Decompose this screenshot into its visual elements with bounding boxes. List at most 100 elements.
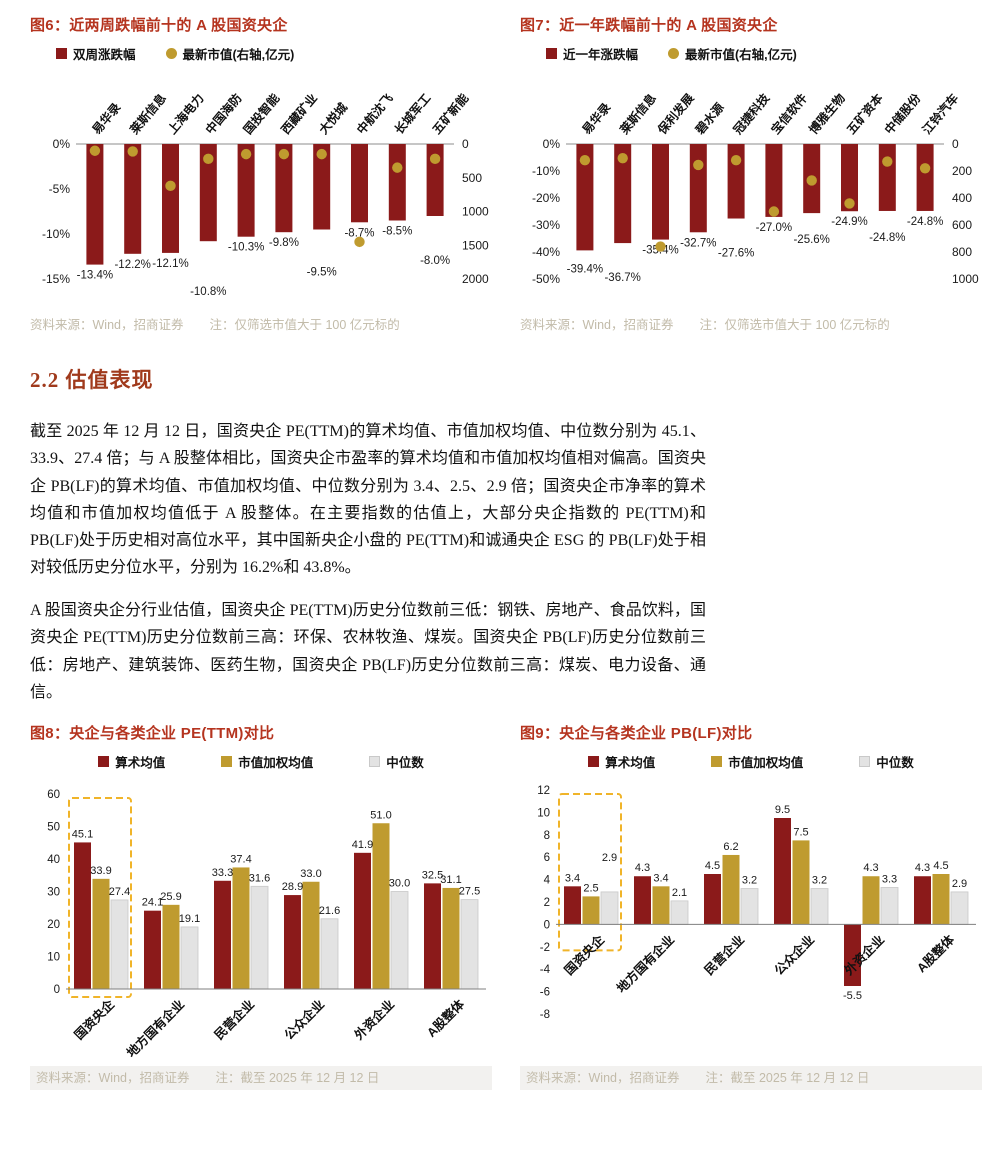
- svg-text:民营企业: 民营企业: [701, 932, 747, 978]
- svg-text:3.4: 3.4: [565, 872, 580, 884]
- svg-text:-10%: -10%: [42, 227, 70, 241]
- svg-text:41.9: 41.9: [352, 839, 373, 851]
- svg-text:10: 10: [537, 807, 550, 819]
- svg-text:-24.9%: -24.9%: [831, 216, 867, 228]
- svg-text:3.4: 3.4: [653, 872, 668, 884]
- svg-text:地方国有企业: 地方国有企业: [123, 996, 187, 1060]
- svg-text:易华录: 易华录: [579, 100, 614, 137]
- svg-text:60: 60: [47, 789, 60, 801]
- legend-label: 中位数: [876, 755, 914, 770]
- svg-text:19.1: 19.1: [179, 913, 200, 925]
- bars: [74, 823, 479, 990]
- figure-7-bar-chart: 0% -10% -20% -30% -40% -50% 0 200 400 600 800 1000 -…: [532, 90, 979, 286]
- svg-text:32.5: 32.5: [422, 869, 443, 881]
- bar-value-labels: -39.4%-36.7%-35.4%-32.7%-27.6%-27.0%-25.…: [567, 216, 944, 284]
- svg-text:27.4: 27.4: [109, 886, 130, 898]
- legend-item: 中位数: [859, 752, 914, 771]
- svg-text:长城军工: 长城军工: [391, 91, 433, 137]
- svg-text:-24.8%: -24.8%: [907, 216, 943, 228]
- dot-series-marker: [668, 47, 680, 59]
- svg-text:-10.3%: -10.3%: [228, 242, 264, 254]
- svg-text:31.6: 31.6: [249, 872, 270, 884]
- svg-text:6: 6: [544, 852, 550, 864]
- axis-tick-labels: 0% -5% -10% -15% 0 500 1000 1500 2000: [42, 137, 489, 286]
- legend-item: 市值加权均值: [711, 752, 803, 771]
- svg-text:A股整体: A股整体: [914, 932, 958, 976]
- svg-text:0: 0: [952, 137, 959, 151]
- legend-label: 市值加权均值: [238, 755, 314, 770]
- svg-text:7.5: 7.5: [793, 826, 808, 838]
- figure-6-bar-chart: 0% -5% -10% -15% 0 500 1000 1500 2000 -13.4%-12.2…: [42, 91, 489, 299]
- svg-text:-9.5%: -9.5%: [307, 267, 337, 279]
- svg-text:A股整体: A股整体: [424, 996, 468, 1040]
- svg-text:30.0: 30.0: [389, 878, 410, 890]
- svg-text:-8.7%: -8.7%: [344, 227, 374, 239]
- svg-text:江铃汽车: 江铃汽车: [919, 91, 961, 137]
- svg-text:4.3: 4.3: [863, 862, 878, 874]
- svg-text:4.5: 4.5: [705, 860, 720, 872]
- figure-6-source: 资料来源：Wind，招商证券 注：仅筛选市值大于 100 亿元标的: [30, 316, 478, 334]
- highlight-box: [558, 793, 622, 952]
- svg-text:-9.8%: -9.8%: [269, 237, 299, 249]
- svg-text:0: 0: [544, 919, 550, 931]
- svg-text:公众企业: 公众企业: [771, 932, 817, 978]
- svg-text:-8.5%: -8.5%: [382, 226, 412, 238]
- svg-text:24.1: 24.1: [142, 897, 163, 909]
- svg-text:31.1: 31.1: [440, 874, 461, 886]
- y-axis-labels: -8 -6 -4 -2 0 2 4 6 8 10 12: [537, 785, 550, 1021]
- source-note: 注：截至 2025 年 12 月 12 日: [705, 1071, 870, 1085]
- source-note: 注：仅筛选市值大于 100 亿元标的: [209, 318, 400, 332]
- svg-text:25.9: 25.9: [160, 891, 181, 903]
- legend-item: 近一年涨跌幅: [546, 44, 638, 63]
- bar-series-marker: [56, 47, 67, 59]
- svg-text:-15%: -15%: [42, 272, 70, 286]
- legend-label: 市值加权均值: [728, 755, 804, 770]
- svg-text:国投智能: 国投智能: [240, 91, 282, 137]
- svg-text:公众企业: 公众企业: [281, 996, 327, 1042]
- bar-value-labels: -13.4%-12.2% -12.1% -10.8% -10.3% -9.8% -9.5%…: [77, 226, 450, 299]
- paragraph-valuation-summary: 截至 2025 年 12 月 12 日，国资央企 PE(TTM)的算术均值、市值…: [30, 423, 706, 577]
- highlight-box: [68, 797, 132, 998]
- svg-text:中航沈飞: 中航沈飞: [353, 91, 395, 137]
- legend-label: 最新市值(右轴,亿元): [182, 47, 295, 62]
- svg-text:800: 800: [952, 245, 972, 259]
- y-axis-labels: 0 10 20 30 40 50 60: [47, 789, 60, 996]
- svg-text:600: 600: [952, 218, 972, 232]
- svg-text:3.2: 3.2: [742, 875, 757, 887]
- figure-8: 图8：央企与各类企业 PE(TTM)对比 算术均值 市值加权均值 中位数 0 10…: [30, 722, 492, 1091]
- figure-8-source: 资料来源：Wind，招商证券 注：截至 2025 年 12 月 12 日: [30, 1066, 492, 1091]
- figure-6-title: 图6：近两周跌幅前十的 A 股国资央企: [30, 17, 288, 34]
- svg-text:-4: -4: [540, 964, 551, 976]
- svg-text:0%: 0%: [53, 137, 71, 151]
- svg-text:博雅生物: 博雅生物: [806, 91, 848, 137]
- svg-text:-6: -6: [540, 987, 550, 999]
- figure-9: 图9：央企与各类企业 PB(LF)对比 算术均值 市值加权均值 中位数 -8 -6…: [520, 722, 982, 1091]
- source-text: 资料来源：Wind，招商证券: [526, 1071, 680, 1085]
- figure-7-source: 资料来源：Wind，招商证券 注：仅筛选市值大于 100 亿元标的: [520, 316, 968, 334]
- svg-text:10: 10: [47, 952, 60, 964]
- source-text: 资料来源：Wind，招商证券: [36, 1071, 190, 1085]
- svg-text:8: 8: [544, 830, 550, 842]
- weighted-mean-marker: [711, 755, 723, 767]
- figure-8-grouped-bar-chart: 0 10 20 30 40 50 60 45.1 24.1 33.3 28.9 41.9 32.5 33.…: [47, 789, 486, 1060]
- svg-text:-10.8%: -10.8%: [190, 286, 226, 298]
- svg-text:500: 500: [462, 171, 482, 185]
- dot-series-marker: [165, 47, 177, 59]
- svg-text:2.5: 2.5: [583, 882, 598, 894]
- svg-text:-8.0%: -8.0%: [420, 255, 450, 267]
- legend-item: 市值加权均值: [221, 752, 313, 771]
- arithmetic-mean-marker: [588, 755, 600, 767]
- paragraph-industry-valuation: A 股国资央企分行业估值，国资央企 PE(TTM)历史分位数前三低：钢铁、房地产…: [30, 602, 706, 701]
- axis-tick-labels: 0% -10% -20% -30% -40% -50% 0 200 400 600 800 1000: [532, 137, 979, 286]
- legend-item: 最新市值(右轴,亿元): [668, 44, 797, 63]
- svg-text:45.1: 45.1: [72, 828, 93, 840]
- svg-text:冠捷科技: 冠捷科技: [730, 90, 773, 137]
- svg-text:-13.4%: -13.4%: [77, 270, 113, 282]
- svg-text:-10%: -10%: [532, 164, 560, 178]
- svg-text:外资企业: 外资企业: [350, 996, 397, 1043]
- svg-text:27.5: 27.5: [459, 886, 480, 898]
- svg-text:五矿资本: 五矿资本: [843, 91, 885, 137]
- svg-text:-20%: -20%: [532, 191, 560, 205]
- svg-text:0%: 0%: [543, 137, 561, 151]
